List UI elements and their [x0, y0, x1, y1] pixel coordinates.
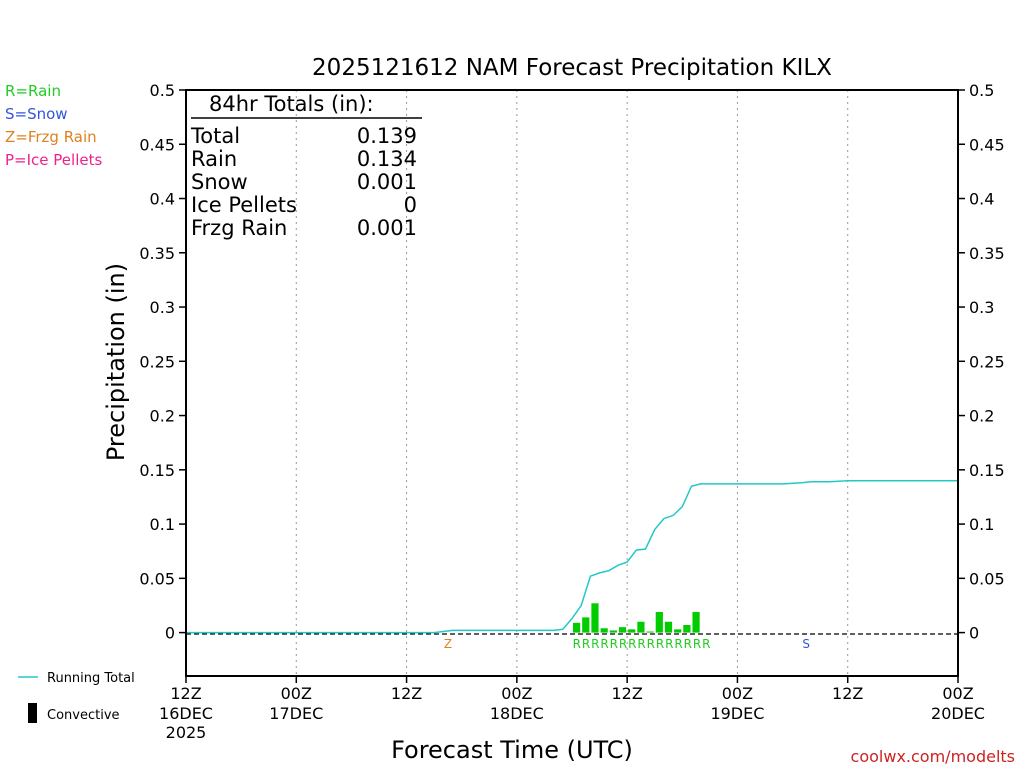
- totals-row-value: 0: [404, 193, 417, 217]
- precip-bar: [683, 624, 691, 633]
- x-tick-label-date: 18DEC: [490, 704, 544, 723]
- totals-row-value: 0.134: [357, 147, 417, 171]
- x-tick-label-time: 00Z: [942, 684, 973, 703]
- running-total-line: [186, 479, 958, 634]
- y-tick-label-left: 0.05: [139, 569, 175, 588]
- x-tick-label-date: 16DEC: [159, 704, 213, 723]
- precip-bar: [664, 621, 673, 633]
- legend-bar-swatch: [28, 703, 37, 723]
- totals-row-value: 0.139: [357, 124, 417, 148]
- chart-title: 2025121612 NAM Forecast Precipitation KI…: [312, 55, 832, 81]
- totals-row-value: 0.001: [357, 216, 417, 240]
- precip-bar: [637, 621, 645, 633]
- y-tick-label-right: 0.4: [969, 190, 994, 209]
- totals-row-label: Snow: [191, 170, 248, 194]
- y-tick-label-right: 0.15: [969, 461, 1005, 480]
- precip-bar: [692, 611, 700, 633]
- totals-row-value: 0.001: [357, 170, 417, 194]
- y-tick-label-left: 0.15: [139, 461, 175, 480]
- x-tick-label-time: 12Z: [391, 684, 422, 703]
- ptype-legend-entry: Z=Frzg Rain: [5, 128, 97, 146]
- y-tick-label-left: 0.3: [150, 298, 175, 317]
- totals-heading: 84hr Totals (in):: [209, 92, 374, 116]
- precip-bar: [600, 628, 608, 633]
- y-tick-label-right: 0.1: [969, 515, 994, 534]
- ptype-marker: S: [802, 637, 810, 651]
- y-tick-label-left: 0.35: [139, 244, 175, 263]
- precip-bars: [573, 603, 700, 633]
- precip-bar: [628, 629, 636, 633]
- y-tick-label-right: 0.5: [969, 81, 994, 100]
- totals-rows: Total 0.139 Rain 0.134 Snow 0.001 Ice Pellets 0…: [190, 124, 417, 240]
- precip-bar: [674, 629, 682, 633]
- y-tick-label-left: 0.2: [150, 407, 175, 426]
- precip-bar: [618, 627, 627, 633]
- precip-bar: [646, 631, 654, 633]
- ptype-legend: R=Rain S=Snow Z=Frzg Rain P=Ice Pellets: [5, 82, 102, 169]
- ptype-legend-entry: P=Ice Pellets: [5, 151, 102, 169]
- y-tick-label-left: 0: [165, 624, 175, 643]
- totals-box: 84hr Totals (in): Total 0.139 Rain 0.134 Sno…: [190, 92, 422, 240]
- x-tick-label-date: 20DEC: [931, 704, 985, 723]
- x-tick-label-time: 12Z: [170, 684, 201, 703]
- y-tick-label-right: 0.2: [969, 407, 994, 426]
- x-tick-label-time: 12Z: [611, 684, 642, 703]
- precip-bar: [573, 622, 581, 633]
- y-tick-label-left: 0.1: [150, 515, 175, 534]
- precip-bar: [591, 603, 599, 633]
- x-tick-label-date: 17DEC: [269, 704, 323, 723]
- x-tick-label-date: 19DEC: [710, 704, 764, 723]
- legend-convective-label: Convective: [47, 708, 120, 723]
- y-tick-label-right: 0: [969, 624, 979, 643]
- y-tick-label-right: 0.3: [969, 298, 994, 317]
- y-tick-label-left: 0.4: [150, 190, 175, 209]
- ptype-markers: Z RRRRRRRRRRRRRRR S: [444, 637, 810, 651]
- totals-row-label: Frzg Rain: [191, 216, 287, 240]
- y-tick-label-left: 0.25: [139, 352, 175, 371]
- gridlines: [295, 90, 849, 676]
- y-tick-label-left: 0.5: [150, 81, 175, 100]
- x-tick-label-year: 2025: [166, 723, 207, 742]
- plot-frame: [185, 89, 959, 677]
- x-tick-label-time: 00Z: [281, 684, 312, 703]
- precip-bar: [582, 617, 590, 633]
- credit-text: coolwx.com/modelts: [851, 747, 1015, 766]
- totals-row-label: Ice Pellets: [191, 193, 297, 217]
- y-axis-ticks: 0 0 0.05 0.05 0.1 0.1 0.15 0.15 0.2 0.2 0.25 0.25 0.…: [139, 81, 1004, 643]
- y-tick-label-right: 0.25: [969, 352, 1005, 371]
- y-tick-label-right: 0.45: [969, 135, 1005, 154]
- series-legend: Running Total Convective: [18, 671, 135, 723]
- y-tick-label-right: 0.35: [969, 244, 1005, 263]
- x-tick-label-time: 12Z: [832, 684, 863, 703]
- ptype-legend-entry: S=Snow: [5, 105, 68, 123]
- x-axis-label: Forecast Time (UTC): [391, 736, 633, 764]
- legend-running-total-label: Running Total: [47, 671, 135, 686]
- ptype-marker: RRRRRRRRRRRRRRR: [573, 637, 711, 651]
- ptype-marker: Z: [444, 637, 452, 651]
- x-tick-label-time: 00Z: [501, 684, 532, 703]
- totals-row-label: Rain: [191, 147, 237, 171]
- y-axis-label: Precipitation (in): [102, 263, 130, 461]
- precip-bar: [609, 630, 617, 633]
- x-tick-label-time: 00Z: [722, 684, 753, 703]
- y-tick-label-left: 0.45: [139, 135, 175, 154]
- totals-row-label: Total: [190, 124, 240, 148]
- precip-bar: [655, 611, 663, 633]
- ptype-legend-entry: R=Rain: [5, 82, 61, 100]
- y-tick-label-right: 0.05: [969, 569, 1005, 588]
